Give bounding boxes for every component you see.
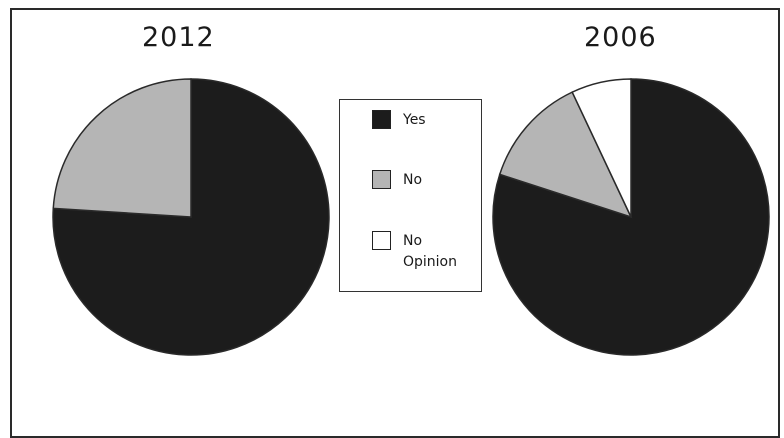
legend-swatch-no (372, 170, 391, 189)
legend-swatch-no-opinion (372, 231, 391, 250)
pie-slice-2012-yes (52, 78, 330, 356)
legend: Yes No No Opinion (339, 99, 482, 292)
legend-item-no-opinion: No Opinion (372, 231, 473, 273)
legend-label-yes: Yes (403, 112, 426, 128)
chart-title-2006: 2006 (584, 22, 657, 53)
chart-title-2012: 2012 (142, 22, 215, 53)
pie-slice-2006-no (498, 91, 633, 219)
legend-item-yes: Yes (372, 110, 426, 131)
pie-chart-2012 (52, 78, 330, 356)
pie-chart-2006 (492, 78, 770, 356)
pie-slice-2012-no (52, 78, 192, 218)
legend-label-no-opinion: No Opinion (403, 233, 457, 270)
legend-swatch-yes (372, 110, 391, 129)
legend-label-no: No (403, 172, 423, 188)
legend-item-no: No (372, 170, 422, 191)
pie-slice-2006-no-opinion (571, 78, 632, 218)
